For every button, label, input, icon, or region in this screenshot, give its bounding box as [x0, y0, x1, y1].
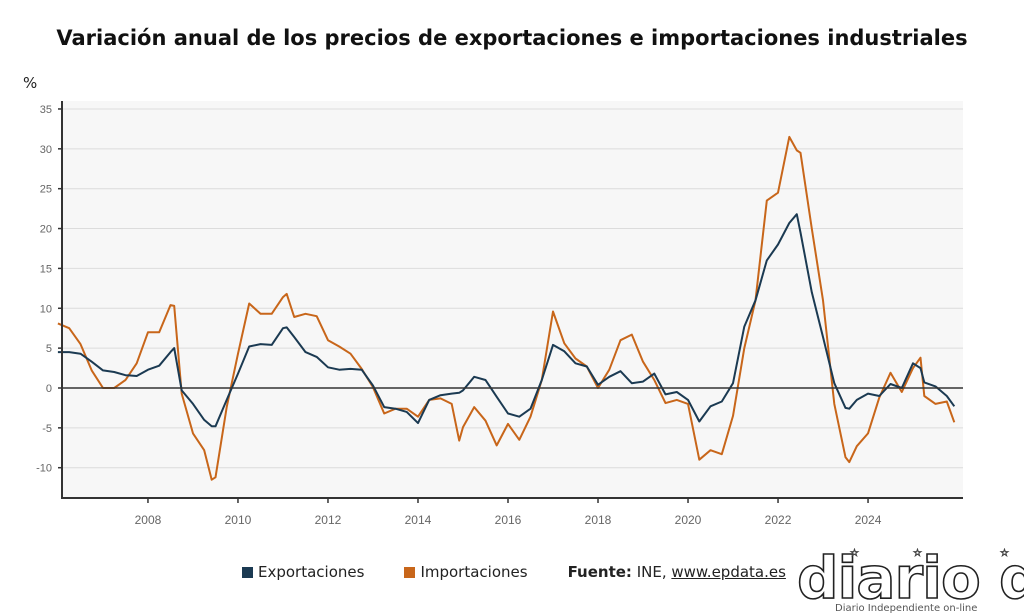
y-tick-label: 5: [46, 343, 52, 355]
source-text: INE,: [631, 563, 672, 581]
y-tick-label: 25: [40, 184, 52, 196]
y-tick-label: 35: [40, 104, 52, 116]
x-tick-label: 2016: [495, 513, 522, 527]
svg-text:☆: ☆: [913, 548, 922, 559]
x-tick-label: 2020: [675, 513, 702, 527]
legend-swatch-exportaciones: [242, 566, 253, 578]
x-tick-label: 2022: [765, 513, 792, 527]
y-tick-label: -10: [36, 463, 52, 475]
svg-text:☆: ☆: [1000, 548, 1009, 559]
diario-dia-logo: diario dia ☆ ☆ ☆ Diario Independiente on…: [796, 548, 1024, 614]
y-tick-label: 30: [40, 144, 52, 156]
chart-title: Variación anual de los precios de export…: [56, 26, 968, 50]
svg-text:☆: ☆: [850, 548, 859, 559]
legend-label: Importaciones: [420, 563, 528, 581]
source-note: Fuente: INE, www.epdata.es: [568, 563, 786, 581]
legend-item-exportaciones[interactable]: Exportaciones: [242, 563, 364, 581]
source-link[interactable]: www.epdata.es: [671, 563, 786, 581]
y-tick-label: 15: [40, 263, 52, 275]
x-tick-label: 2008: [135, 513, 162, 527]
x-tick-label: 2014: [405, 513, 432, 527]
gridlines: [62, 108, 963, 469]
y-tick-label: 10: [40, 303, 52, 315]
series-lines: [57, 135, 956, 481]
y-axis-ticks: 35 30 25 20 15 10 5 0 -5 -10: [36, 104, 62, 475]
legend: Exportaciones Importaciones Fuente: INE,…: [242, 563, 786, 581]
x-tick-label: 2024: [855, 513, 882, 527]
y-tick-label: 20: [40, 224, 52, 236]
svg-text:Diario Independiente on-line: Diario Independiente on-line: [835, 603, 977, 614]
x-tick-label: 2010: [225, 513, 252, 527]
legend-item-importaciones[interactable]: Importaciones: [404, 563, 528, 581]
legend-label: Exportaciones: [258, 563, 365, 581]
y-tick-label: -5: [42, 423, 52, 435]
source-label: Fuente:: [567, 563, 632, 581]
series-line-exportaciones: [57, 213, 956, 428]
legend-swatch-importaciones: [404, 566, 416, 578]
y-tick-label: 0: [46, 383, 52, 395]
y-axis-unit-label: %: [23, 74, 38, 92]
x-tick-label: 2012: [315, 513, 342, 527]
svg-text:diario dia: diario dia: [797, 548, 1024, 612]
x-tick-label: 2018: [585, 513, 612, 527]
series-line-importaciones: [57, 135, 956, 481]
x-axis-ticks: 2008 2010 2012 2014 2016 2018 2020 2022 2024: [135, 498, 882, 527]
